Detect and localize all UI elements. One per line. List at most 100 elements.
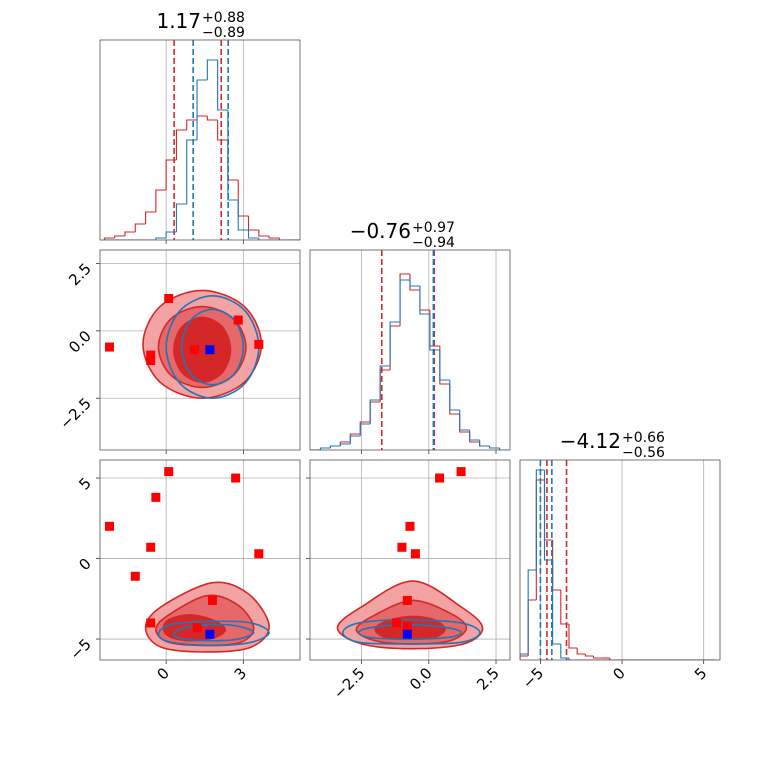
histogram-step	[419, 286, 430, 315]
contours	[105, 289, 264, 400]
histogram-step	[165, 159, 177, 190]
histogram-step	[175, 129, 187, 160]
marker	[205, 629, 215, 639]
contour	[358, 623, 462, 640]
histogram-step	[155, 189, 167, 212]
y-tick-label: 0.0	[65, 327, 95, 357]
histogram-step	[419, 290, 430, 311]
panel-frame	[309, 249, 511, 451]
histogram-step	[609, 658, 618, 660]
histogram-step	[520, 655, 529, 660]
panel-frame	[309, 459, 511, 661]
x-tick-label: 0	[154, 664, 173, 683]
marker	[164, 294, 174, 304]
marker	[130, 571, 140, 581]
histogram-step	[145, 211, 156, 224]
marker	[189, 345, 199, 355]
panel: 0 3 −5 0 5	[66, 459, 301, 684]
marker	[402, 621, 412, 631]
histogram-step	[560, 590, 569, 625]
marker	[402, 595, 412, 605]
histogram-step	[568, 624, 578, 649]
panel: 1.17 +0.88−0.89	[99, 9, 301, 244]
histogram-step	[186, 119, 198, 130]
marker	[205, 345, 215, 355]
contours	[105, 467, 270, 653]
histogram-step	[584, 654, 594, 657]
marker	[402, 629, 412, 639]
histogram-step	[155, 237, 167, 240]
histogram-step	[560, 644, 569, 659]
marker	[146, 356, 156, 366]
x-tick-label: 0.0	[406, 664, 436, 694]
histogram-step	[568, 658, 578, 660]
histogram-step	[479, 440, 490, 447]
contour	[341, 618, 481, 645]
marker	[105, 521, 115, 531]
x-tick-label: 3	[231, 664, 250, 683]
marker	[405, 521, 415, 531]
histogram-step	[319, 447, 331, 450]
y-tick-label: 2.5	[65, 260, 95, 290]
histogram-step	[399, 273, 410, 326]
histogram-step	[409, 274, 420, 291]
histogram-step	[459, 410, 470, 431]
marker	[392, 618, 402, 628]
contour	[180, 308, 245, 386]
histogram-step	[389, 325, 401, 370]
histogram-step	[134, 223, 146, 232]
histogram-step	[217, 120, 228, 141]
histogram-step	[227, 110, 239, 201]
histogram-step	[114, 235, 125, 238]
panel-title: 1.17	[156, 9, 201, 33]
histogram-step	[349, 433, 361, 442]
histograms	[520, 460, 716, 660]
histogram-step	[429, 314, 440, 351]
marker	[146, 542, 156, 552]
contour	[173, 316, 232, 383]
marker	[151, 492, 161, 502]
histogram-step	[258, 238, 270, 240]
histogram-step	[439, 346, 450, 385]
title-upper: +0.66	[622, 430, 665, 446]
histogram-step	[389, 321, 401, 366]
panel-frame	[99, 249, 301, 451]
histogram-step	[186, 139, 198, 204]
histogram-step	[268, 236, 280, 239]
histograms	[103, 40, 300, 240]
title-lower: −0.56	[622, 445, 665, 461]
histogram-step	[489, 446, 500, 449]
histogram-step	[576, 648, 586, 655]
histogram-step	[103, 237, 115, 240]
panel-frame	[99, 39, 301, 241]
histogram-step	[520, 653, 529, 660]
histogram-step	[552, 560, 561, 645]
x-tick-label: 0	[609, 664, 628, 683]
panel: −2.5 0.0 2.5	[56, 249, 301, 454]
contour	[165, 295, 260, 400]
histogram-step	[459, 414, 470, 433]
panel-frame	[519, 459, 721, 661]
title-upper: +0.88	[202, 10, 245, 26]
y-tick-label: −2.5	[56, 394, 94, 432]
histogram-step	[359, 423, 371, 436]
histogram-step	[369, 401, 381, 422]
histogram-step	[535, 469, 545, 570]
histogram-step	[196, 79, 208, 140]
marker	[105, 342, 115, 352]
panel: −0.76 +0.97−0.94	[309, 219, 511, 454]
histograms	[310, 250, 510, 450]
histogram-step	[543, 470, 553, 561]
title-upper: +0.97	[412, 220, 455, 236]
x-tick-label: −2.5	[330, 664, 368, 702]
histogram-step	[349, 435, 361, 444]
panel-title: −4.12	[560, 429, 621, 453]
contours	[336, 467, 484, 650]
histogram-step	[498, 448, 510, 450]
histogram-step	[237, 200, 249, 231]
histogram-step	[258, 230, 270, 237]
histogram-step	[206, 59, 218, 80]
x-tick-label: 5	[691, 664, 710, 683]
panel: −2.5 0.0 2.5	[306, 459, 511, 703]
y-tick-label: 0	[75, 555, 94, 574]
